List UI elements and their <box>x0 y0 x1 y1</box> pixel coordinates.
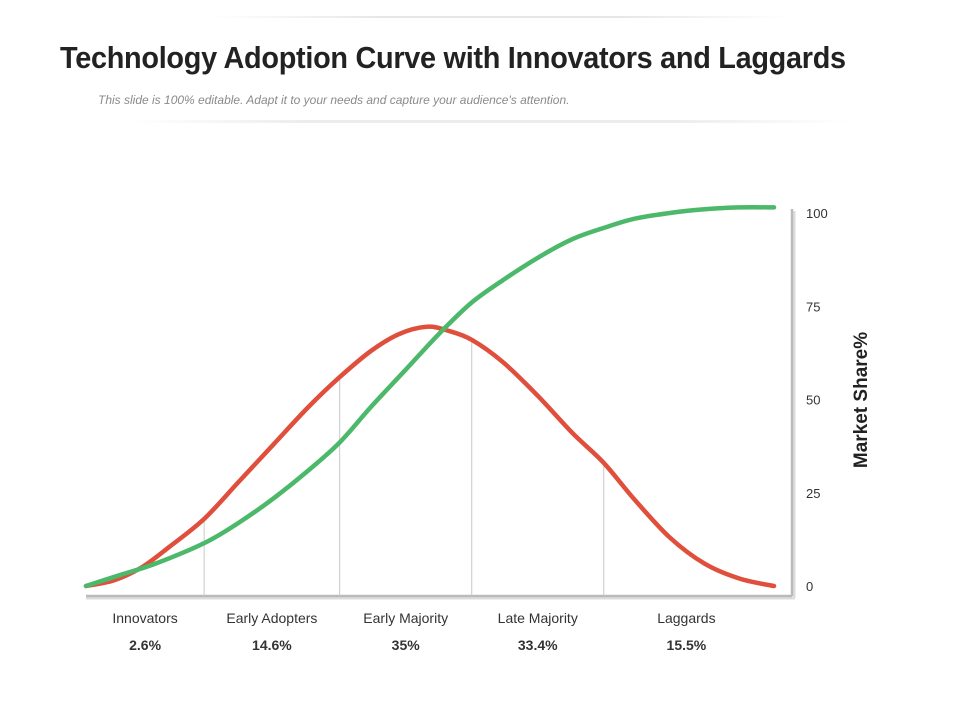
adoption-bell-curve-line <box>83 324 777 589</box>
y-tick-label-75: 75 <box>806 299 820 314</box>
y-tick-label-100: 100 <box>806 206 828 221</box>
page-title: Technology Adoption Curve with Innovator… <box>60 40 846 75</box>
y-axis-ticks: 0 25 50 75 100 <box>806 206 828 594</box>
category-percentage-3: 35% <box>392 637 421 653</box>
category-percentage-5: 15.5% <box>667 637 707 653</box>
subtitle-divider <box>130 120 850 123</box>
chart-frame <box>86 209 796 600</box>
cumulative-s-curve-line <box>83 205 777 589</box>
category-percentage-2: 14.6% <box>252 637 292 653</box>
y-axis-title: Market Share% <box>851 332 872 468</box>
category-percentage-1: 2.6% <box>129 637 161 653</box>
category-percentage-4: 33.4% <box>518 637 558 653</box>
category-label-2: Early Adopters <box>226 610 317 626</box>
category-label-4: Late Majority <box>498 610 578 626</box>
category-dividers <box>203 339 605 596</box>
y-tick-label-0: 0 <box>806 579 813 594</box>
y-tick-label-25: 25 <box>806 486 820 501</box>
category-label-1: Innovators <box>112 610 177 626</box>
y-tick-label-50: 50 <box>806 393 820 408</box>
x-axis-categories: Innovators 2.6% Early Adopters 14.6% Early M… <box>112 610 715 653</box>
category-label-3: Early Majority <box>363 610 448 626</box>
chart-series <box>83 205 777 589</box>
category-label-5: Laggards <box>657 610 715 626</box>
top-divider <box>210 16 790 18</box>
page-subtitle: This slide is 100% editable. Adapt it to… <box>98 93 570 107</box>
